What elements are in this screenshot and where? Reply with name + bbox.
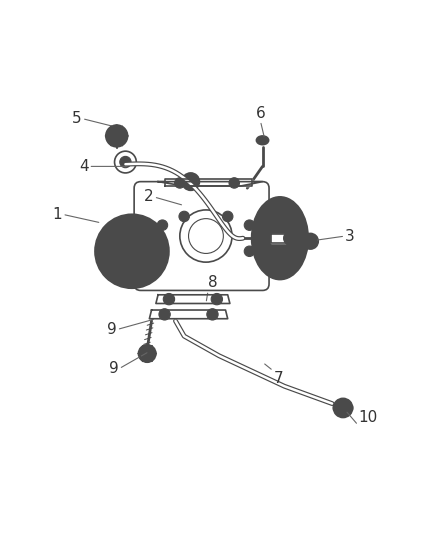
Ellipse shape bbox=[252, 197, 308, 279]
Circle shape bbox=[179, 211, 189, 222]
Text: 9: 9 bbox=[109, 361, 119, 376]
Ellipse shape bbox=[112, 134, 121, 142]
Circle shape bbox=[138, 345, 156, 362]
Polygon shape bbox=[158, 182, 262, 186]
Polygon shape bbox=[165, 180, 252, 186]
Circle shape bbox=[223, 211, 233, 222]
Circle shape bbox=[284, 231, 298, 245]
Text: 7: 7 bbox=[273, 371, 283, 386]
Circle shape bbox=[303, 233, 318, 249]
Polygon shape bbox=[156, 295, 230, 303]
Polygon shape bbox=[113, 125, 121, 135]
Ellipse shape bbox=[333, 402, 353, 414]
Text: 2: 2 bbox=[144, 189, 154, 204]
Circle shape bbox=[120, 156, 131, 168]
Text: 9: 9 bbox=[107, 322, 117, 337]
Ellipse shape bbox=[111, 133, 123, 143]
Text: 1: 1 bbox=[53, 207, 62, 222]
Circle shape bbox=[95, 214, 169, 288]
Circle shape bbox=[263, 232, 279, 248]
Circle shape bbox=[333, 398, 353, 417]
Circle shape bbox=[106, 125, 127, 147]
Text: 5: 5 bbox=[72, 111, 82, 126]
Circle shape bbox=[211, 294, 223, 305]
Ellipse shape bbox=[256, 136, 268, 144]
Circle shape bbox=[157, 246, 168, 256]
Circle shape bbox=[118, 237, 146, 265]
Circle shape bbox=[157, 220, 168, 230]
Text: 3: 3 bbox=[345, 229, 355, 244]
Circle shape bbox=[182, 173, 199, 190]
Circle shape bbox=[229, 177, 240, 188]
Circle shape bbox=[175, 177, 185, 188]
Circle shape bbox=[117, 263, 133, 279]
Circle shape bbox=[286, 234, 295, 243]
Circle shape bbox=[163, 294, 175, 305]
Polygon shape bbox=[271, 234, 286, 243]
Text: 10: 10 bbox=[358, 410, 378, 425]
Circle shape bbox=[159, 309, 170, 320]
Circle shape bbox=[244, 220, 254, 230]
Text: 4: 4 bbox=[79, 159, 88, 174]
Text: 8: 8 bbox=[208, 276, 218, 290]
Circle shape bbox=[244, 246, 254, 256]
Text: 6: 6 bbox=[255, 106, 265, 120]
Polygon shape bbox=[149, 310, 228, 319]
Circle shape bbox=[207, 309, 218, 320]
Circle shape bbox=[306, 237, 315, 246]
FancyBboxPatch shape bbox=[134, 182, 269, 290]
